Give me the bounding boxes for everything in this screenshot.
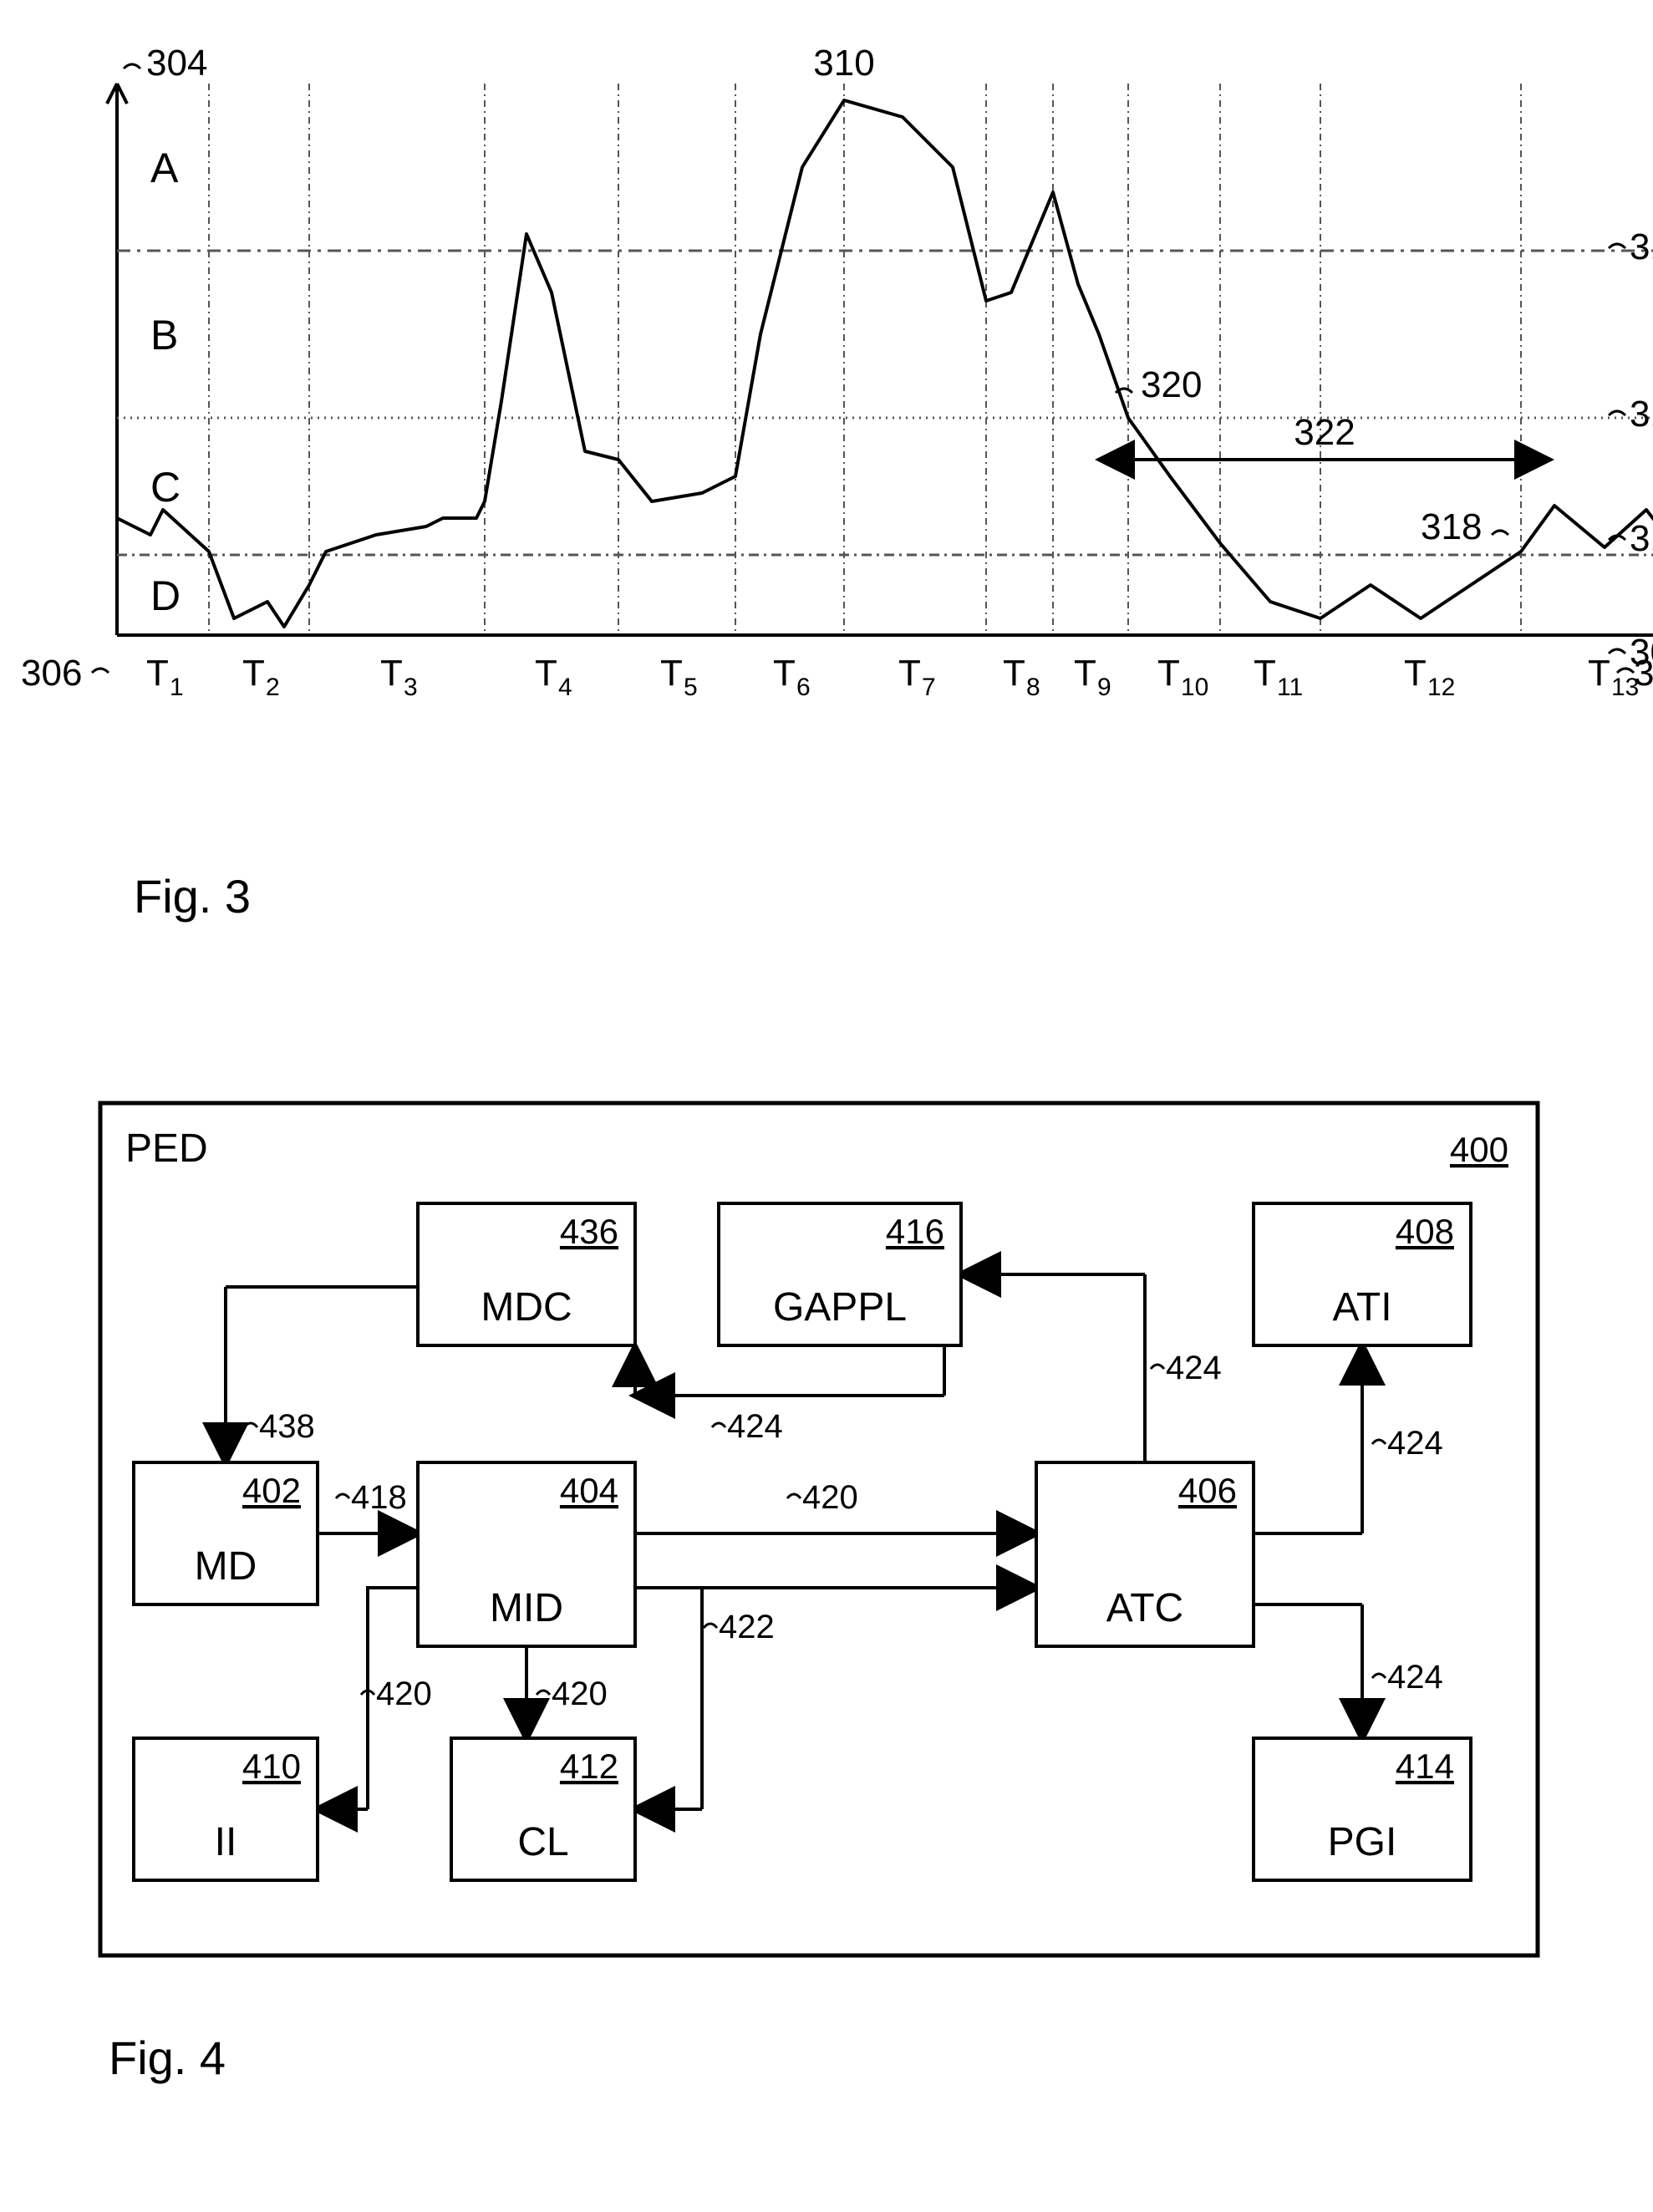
svg-text:416: 416 (886, 1212, 944, 1251)
svg-text:400: 400 (1450, 1130, 1508, 1169)
svg-text:312: 312 (1630, 518, 1653, 559)
svg-text:MID: MID (490, 1586, 563, 1630)
fig4-caption: Fig. 4 (109, 2031, 226, 2085)
svg-text:402: 402 (242, 1471, 301, 1510)
svg-text:8: 8 (1026, 674, 1040, 701)
svg-text:T: T (1157, 653, 1180, 694)
svg-text:322: 322 (1294, 412, 1355, 453)
svg-text:420: 420 (552, 1676, 608, 1712)
svg-text:13: 13 (1611, 674, 1639, 701)
svg-text:CL: CL (517, 1820, 568, 1864)
fig4-diagram: PED 400 418 438 420 420 420 422 424 424 424 424 436 M… (0, 1070, 1653, 2072)
svg-text:302: 302 (1630, 632, 1653, 673)
svg-text:GAPPL: GAPPL (773, 1285, 907, 1330)
svg-text:7: 7 (922, 674, 936, 701)
svg-text:T: T (898, 653, 921, 694)
svg-text:T: T (146, 653, 169, 694)
svg-text:MDC: MDC (481, 1285, 572, 1330)
svg-text:PGI: PGI (1328, 1820, 1397, 1864)
svg-text:1: 1 (170, 674, 184, 701)
svg-text:ATC: ATC (1106, 1586, 1183, 1630)
svg-text:MD: MD (195, 1544, 257, 1589)
svg-text:B: B (150, 312, 178, 358)
svg-text:C: C (150, 464, 181, 511)
page: 304306308A316B314C312D302T1T2T3T4T5T6T7T… (0, 0, 1653, 2212)
svg-text:T: T (1404, 653, 1427, 694)
svg-text:T: T (1588, 653, 1610, 694)
svg-text:4: 4 (558, 674, 572, 701)
fig3-caption: Fig. 3 (134, 869, 251, 923)
svg-text:412: 412 (560, 1747, 618, 1786)
svg-text:422: 422 (719, 1609, 775, 1645)
svg-text:438: 438 (259, 1408, 315, 1445)
svg-text:410: 410 (242, 1747, 301, 1786)
svg-text:T: T (1254, 653, 1276, 694)
svg-text:424: 424 (1387, 1425, 1443, 1462)
svg-text:406: 406 (1178, 1471, 1237, 1510)
svg-text:420: 420 (802, 1479, 858, 1516)
svg-text:5: 5 (684, 674, 698, 701)
svg-text:424: 424 (1387, 1659, 1443, 1696)
svg-text:10: 10 (1181, 674, 1208, 701)
svg-text:418: 418 (351, 1479, 407, 1516)
svg-text:414: 414 (1396, 1747, 1454, 1786)
svg-text:316: 316 (1630, 226, 1653, 267)
svg-text:424: 424 (727, 1408, 783, 1445)
svg-text:ATI: ATI (1332, 1285, 1391, 1330)
svg-text:420: 420 (376, 1676, 432, 1712)
svg-text:320: 320 (1141, 364, 1202, 405)
svg-text:11: 11 (1277, 674, 1303, 701)
svg-text:424: 424 (1166, 1350, 1222, 1386)
svg-text:314: 314 (1630, 394, 1653, 435)
svg-text:T: T (380, 653, 403, 694)
svg-text:310: 310 (813, 43, 874, 84)
svg-text:9: 9 (1097, 674, 1111, 701)
svg-text:D: D (150, 572, 181, 619)
svg-text:II: II (215, 1820, 237, 1864)
svg-text:T: T (1074, 653, 1096, 694)
svg-text:A: A (150, 145, 179, 191)
svg-text:6: 6 (796, 674, 811, 701)
svg-text:404: 404 (560, 1471, 618, 1510)
svg-text:T: T (773, 653, 796, 694)
svg-text:306: 306 (21, 653, 82, 694)
svg-text:T: T (1003, 653, 1025, 694)
svg-text:T: T (535, 653, 557, 694)
svg-text:3: 3 (404, 674, 418, 701)
fig3-chart: 304306308A316B314C312D302T1T2T3T4T5T6T7T… (0, 33, 1653, 869)
svg-text:T: T (242, 653, 265, 694)
svg-text:318: 318 (1421, 506, 1482, 547)
svg-text:PED: PED (125, 1126, 208, 1171)
svg-text:436: 436 (560, 1212, 618, 1251)
svg-text:2: 2 (266, 674, 280, 701)
svg-text:T: T (660, 653, 683, 694)
svg-text:12: 12 (1427, 674, 1455, 701)
svg-text:304: 304 (146, 43, 207, 84)
svg-text:408: 408 (1396, 1212, 1454, 1251)
